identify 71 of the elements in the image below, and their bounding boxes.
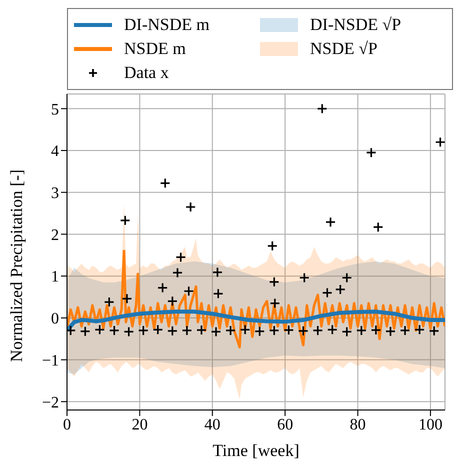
line-series [67,310,445,332]
y-tick-label: 4 [51,143,59,160]
point [120,215,130,226]
x-tick-label: 60 [277,416,294,434]
point [80,326,90,337]
point [185,202,196,212]
point [327,324,338,335]
point [183,286,194,296]
point [312,325,324,336]
x-tick-label: 80 [350,416,366,434]
point [366,147,377,158]
point [270,298,280,309]
point [212,267,223,278]
point [267,240,278,252]
point [254,326,265,337]
y-tick-label: −1 [42,352,59,370]
point [400,325,410,336]
point [104,296,114,308]
point [157,282,168,294]
y-tick-label: 2 [51,226,59,244]
y-tick-label: 1 [51,268,59,286]
point [212,288,224,299]
point [356,325,367,336]
point [325,216,336,228]
x-tick-label: 0 [63,416,71,434]
point [175,252,186,263]
point [322,288,333,298]
x-tick-label: 100 [418,416,442,434]
point [414,324,425,335]
y-tick-label: −2 [42,394,59,412]
point [138,325,149,336]
point [298,326,309,336]
point [335,284,346,295]
legend-label: NSDE m [124,39,186,59]
legend-label: DI-NSDE m [124,15,210,35]
x-tick-label: 40 [204,416,220,434]
point [268,276,280,288]
point [299,272,310,284]
point [342,326,352,338]
y-axis-title: Normalized Precipitation [-] [7,169,26,362]
point [108,325,120,336]
point [210,326,222,338]
point [167,296,178,306]
point [167,326,178,336]
point [385,326,396,337]
point [123,326,134,338]
point [370,324,382,336]
point [225,325,236,336]
point [182,325,192,336]
point [196,324,207,336]
point [342,272,352,284]
point [283,324,294,336]
y-tick-label: 5 [51,101,59,118]
point [372,222,384,232]
point [160,178,170,188]
point [316,103,328,114]
point [94,324,106,335]
point [122,293,132,304]
point [434,136,445,148]
y-tick-label: 0 [51,310,59,328]
x-tick-label: 20 [132,416,148,434]
x-axis-title: Time [week] [212,441,300,460]
legend-label: Data x [124,63,169,83]
text: DI-NSDE √P [310,15,402,35]
point [152,324,164,335]
text: NSDE √P [310,39,378,59]
point [172,267,183,278]
point [268,325,280,336]
point [428,326,440,336]
y-tick-label: 3 [51,185,59,202]
point [240,324,250,335]
